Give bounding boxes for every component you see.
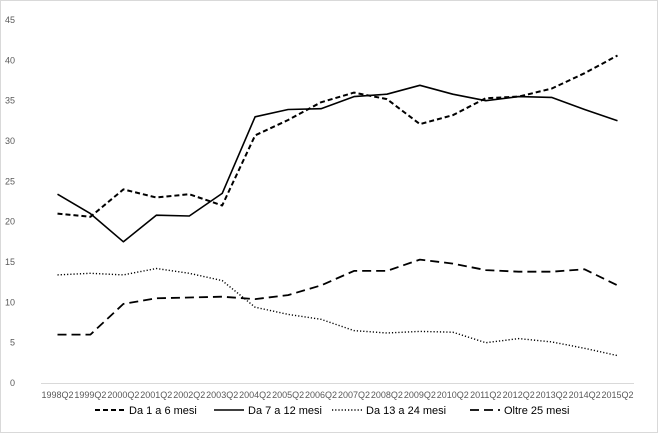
y-tick-label: 10 xyxy=(5,297,15,307)
x-tick-label: 2005Q2 xyxy=(272,390,304,400)
legend-item: Da 7 a 12 mesi xyxy=(214,405,322,417)
y-tick-label: 40 xyxy=(5,55,15,65)
x-tick-label: 2015Q2 xyxy=(602,390,634,400)
legend-label: Da 13 a 24 mesi xyxy=(366,405,446,417)
x-tick-label: 1998Q2 xyxy=(41,390,73,400)
x-tick-label: 2002Q2 xyxy=(173,390,205,400)
legend-label: Da 1 a 6 mesi xyxy=(129,405,197,417)
x-tick-label: 2014Q2 xyxy=(569,390,601,400)
y-tick-label: 30 xyxy=(5,136,15,146)
y-tick-label: 45 xyxy=(5,15,15,25)
x-tick-label: 2012Q2 xyxy=(503,390,535,400)
legend-item: Oltre 25 mesi xyxy=(470,405,569,417)
x-tick-label: 2008Q2 xyxy=(371,390,403,400)
y-tick-label: 5 xyxy=(10,338,15,348)
legend-item: Da 1 a 6 mesi xyxy=(95,405,197,417)
x-tick-label: 2007Q2 xyxy=(338,390,370,400)
legend-item: Da 13 a 24 mesi xyxy=(332,405,446,417)
y-tick-label: 20 xyxy=(5,217,15,227)
x-tick-label: 2013Q2 xyxy=(536,390,568,400)
legend: Da 1 a 6 mesi Da 7 a 12 mesi Da 13 a 24 me… xyxy=(95,405,569,417)
x-tick-label: 2011Q2 xyxy=(470,390,501,400)
series-line-3 xyxy=(57,267,618,357)
x-tick-label: 2009Q2 xyxy=(404,390,436,400)
y-tick-label: 25 xyxy=(5,176,15,186)
x-tick-label: 2004Q2 xyxy=(239,390,271,400)
x-tick-label: 2010Q2 xyxy=(437,390,469,400)
x-tick-label: 2006Q2 xyxy=(305,390,337,400)
x-tick-label: 2003Q2 xyxy=(206,390,238,400)
y-tick-label: 0 xyxy=(10,378,15,388)
y-tick-label: 15 xyxy=(5,257,15,267)
x-tick-label: 1999Q2 xyxy=(74,390,106,400)
series-line-4 xyxy=(57,258,618,336)
legend-label: Oltre 25 mesi xyxy=(504,405,569,417)
x-axis-tick-labels: 1998Q2 1999Q2 2000Q2 2001Q2 2002Q2 2003Q2 2004… xyxy=(41,390,633,400)
y-tick-label: 35 xyxy=(5,96,15,106)
x-tick-label: 2001Q2 xyxy=(140,390,172,400)
series-line-1 xyxy=(57,54,618,218)
series-lines xyxy=(57,54,618,357)
series-line-2 xyxy=(57,84,618,243)
x-tick-label: 2000Q2 xyxy=(107,390,139,400)
y-axis-tick-labels: 0 5 10 15 20 25 30 35 40 45 xyxy=(5,15,15,388)
legend-label: Da 7 a 12 mesi xyxy=(248,405,322,417)
